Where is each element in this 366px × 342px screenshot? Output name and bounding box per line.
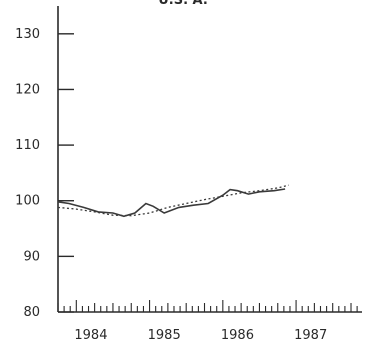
axes [57,6,362,313]
x-tick-label: 1985 [148,328,181,342]
chart-title-fragment: U.S. A. [158,0,208,8]
y-tick-label: 130 [15,27,40,42]
x-tick-label: 1987 [294,328,327,342]
x-tick-label: 1986 [221,328,254,342]
y-tick-label: 90 [23,249,40,264]
y-tick-label: 100 [15,194,40,209]
y-tick-label: 120 [15,82,40,97]
series-solid-line [57,188,286,218]
y-tick-label: 80 [23,305,40,320]
y-axis-ticks: 80 90 100 110 120 130 [15,27,74,320]
y-tick-label: 110 [15,138,40,153]
x-axis-ticks: 1984 1985 1986 1987 [57,300,358,342]
x-tick-label: 1984 [74,328,107,342]
series-layer [57,184,289,218]
